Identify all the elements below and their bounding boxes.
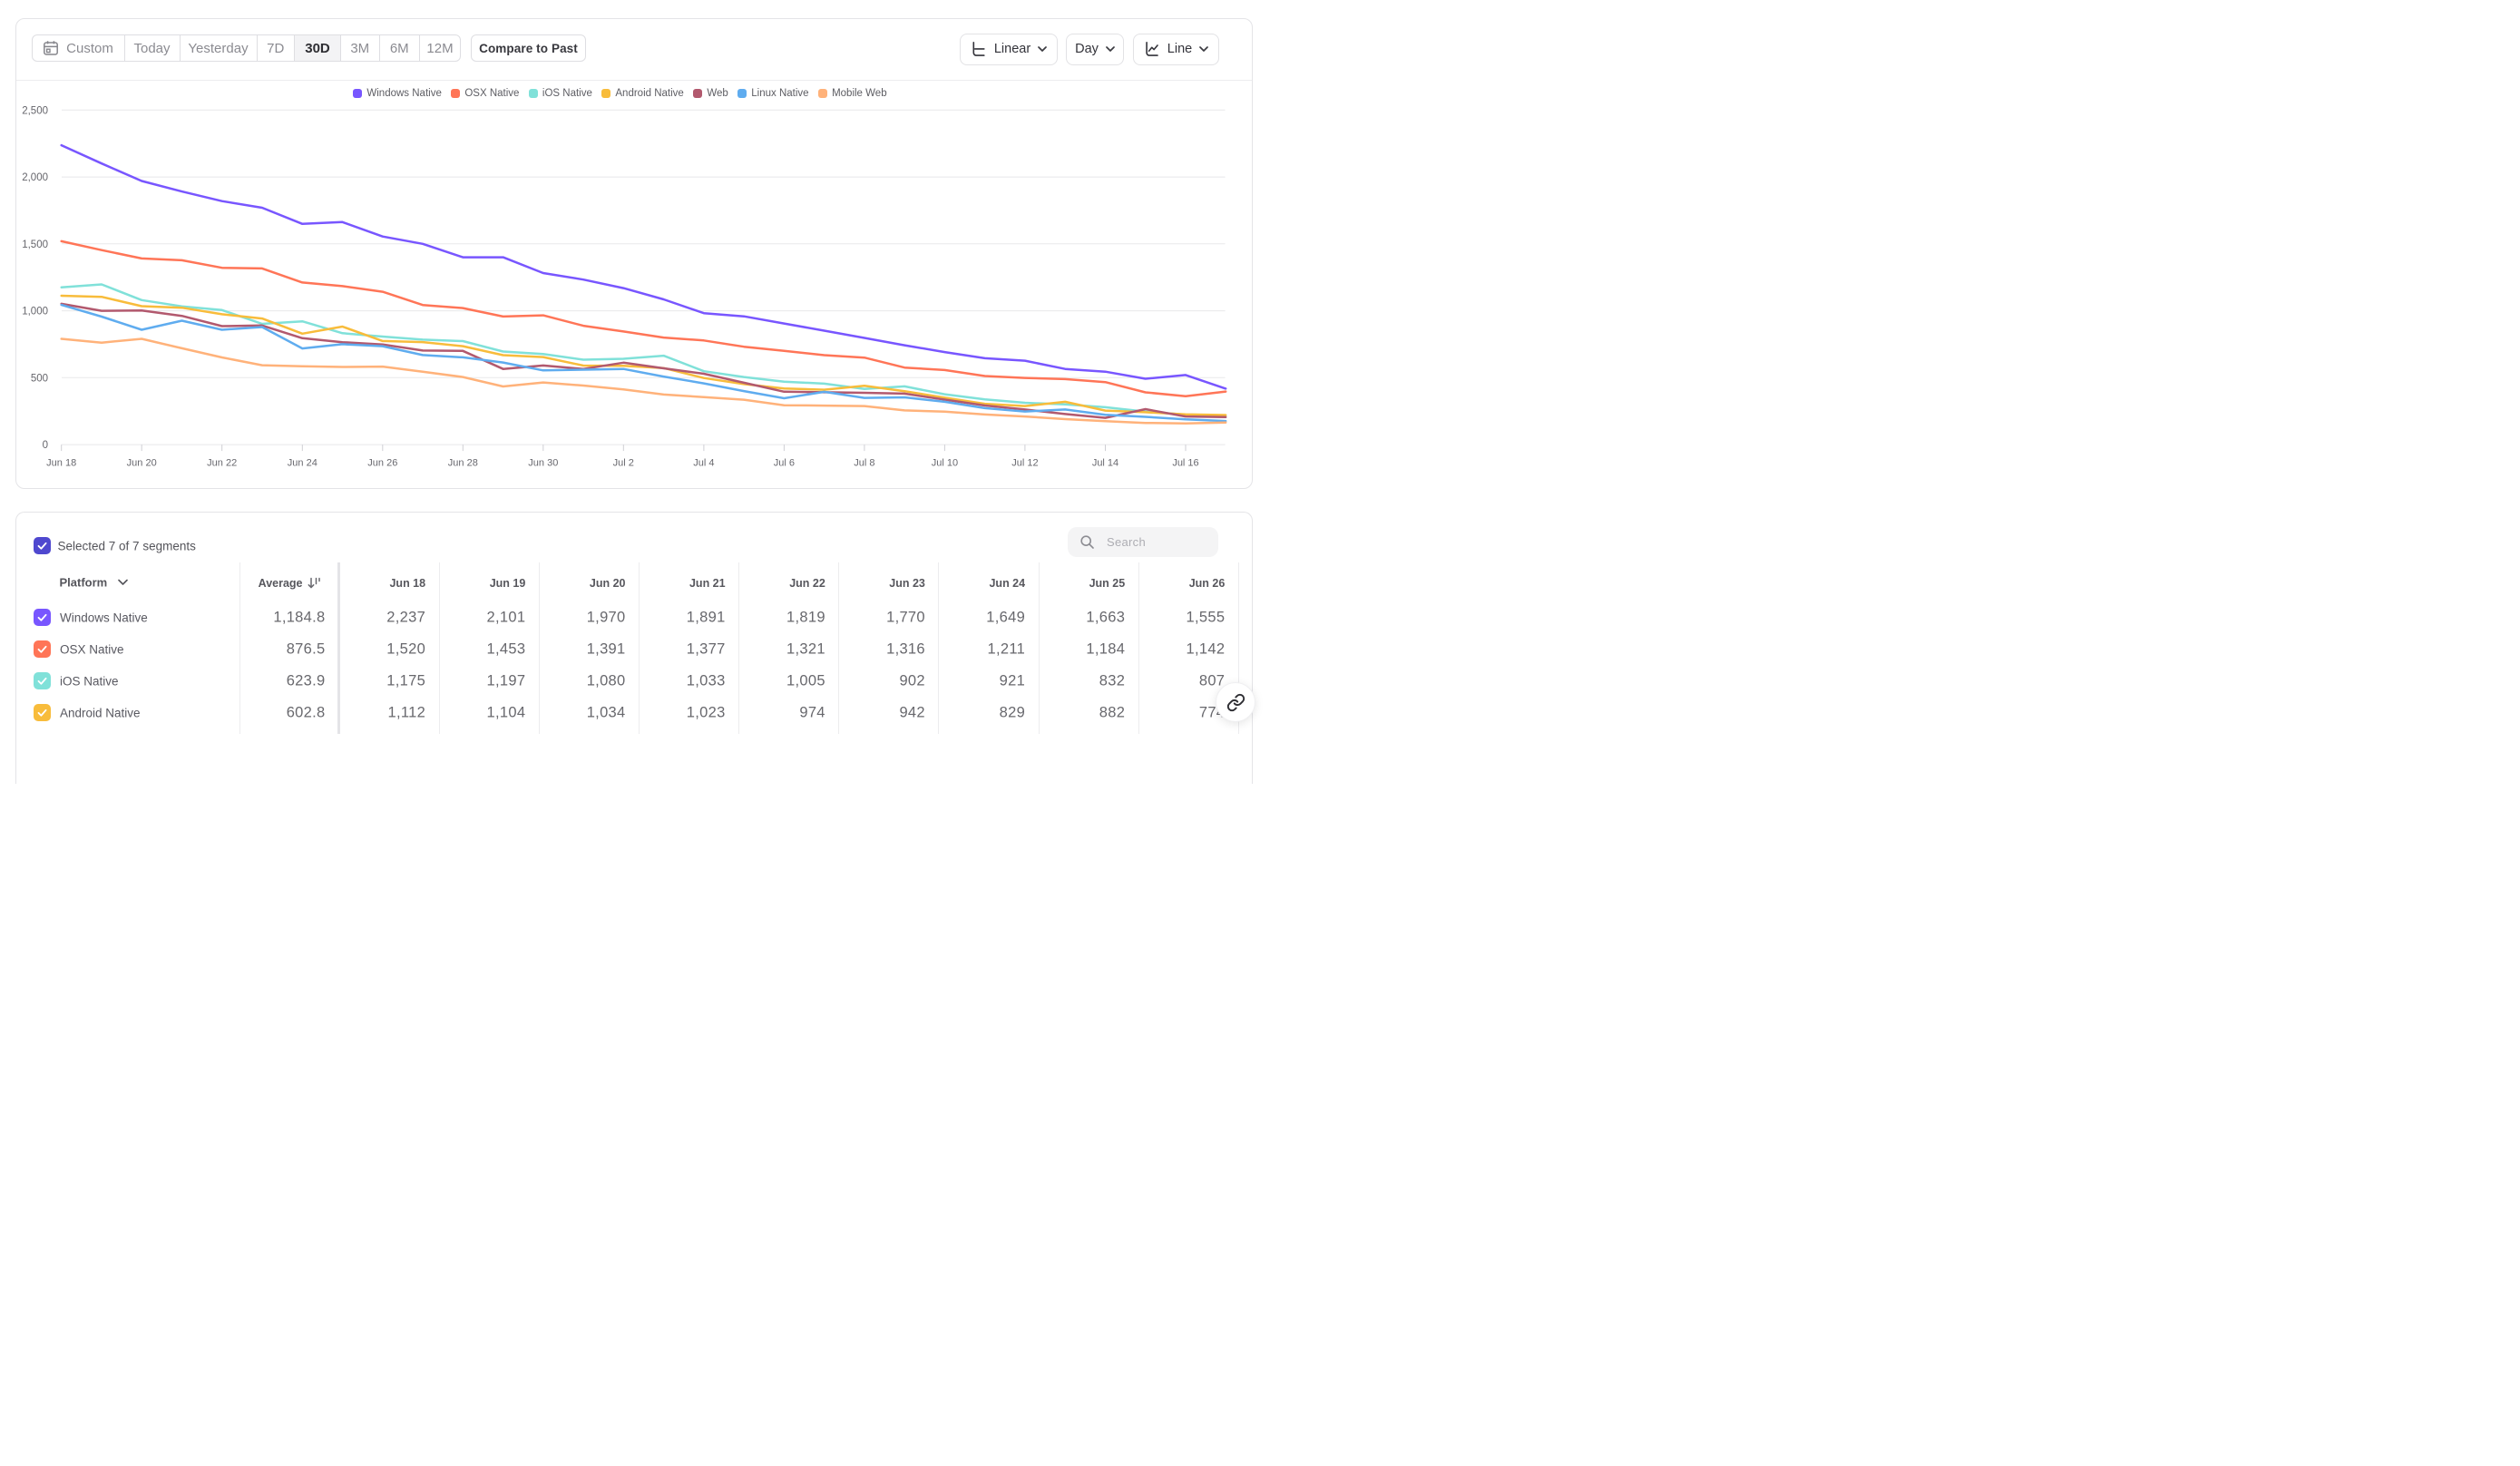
svg-text:Jun 26: Jun 26	[367, 458, 397, 469]
svg-text:1,000: 1,000	[22, 307, 48, 318]
svg-text:1,500: 1,500	[22, 239, 48, 250]
svg-text:2,000: 2,000	[22, 172, 48, 183]
svg-text:Jun 30: Jun 30	[528, 458, 558, 469]
svg-text:Jun 28: Jun 28	[448, 458, 478, 469]
svg-text:Jul 6: Jul 6	[774, 458, 795, 469]
svg-text:Jul 10: Jul 10	[932, 458, 958, 469]
svg-text:Jun 24: Jun 24	[288, 458, 317, 469]
svg-text:500: 500	[31, 373, 48, 384]
svg-text:Jun 22: Jun 22	[207, 458, 237, 469]
svg-text:Jul 14: Jul 14	[1092, 458, 1118, 469]
svg-text:Jul 4: Jul 4	[693, 458, 714, 469]
svg-text:Jul 16: Jul 16	[1172, 458, 1198, 469]
svg-text:Jul 2: Jul 2	[613, 458, 634, 469]
svg-text:Jun 20: Jun 20	[127, 458, 157, 469]
svg-text:0: 0	[43, 440, 48, 451]
svg-text:Jun 18: Jun 18	[46, 458, 76, 469]
svg-text:Jul 8: Jul 8	[854, 458, 874, 469]
svg-text:Jul 12: Jul 12	[1011, 458, 1038, 469]
svg-text:2,500: 2,500	[22, 105, 48, 116]
